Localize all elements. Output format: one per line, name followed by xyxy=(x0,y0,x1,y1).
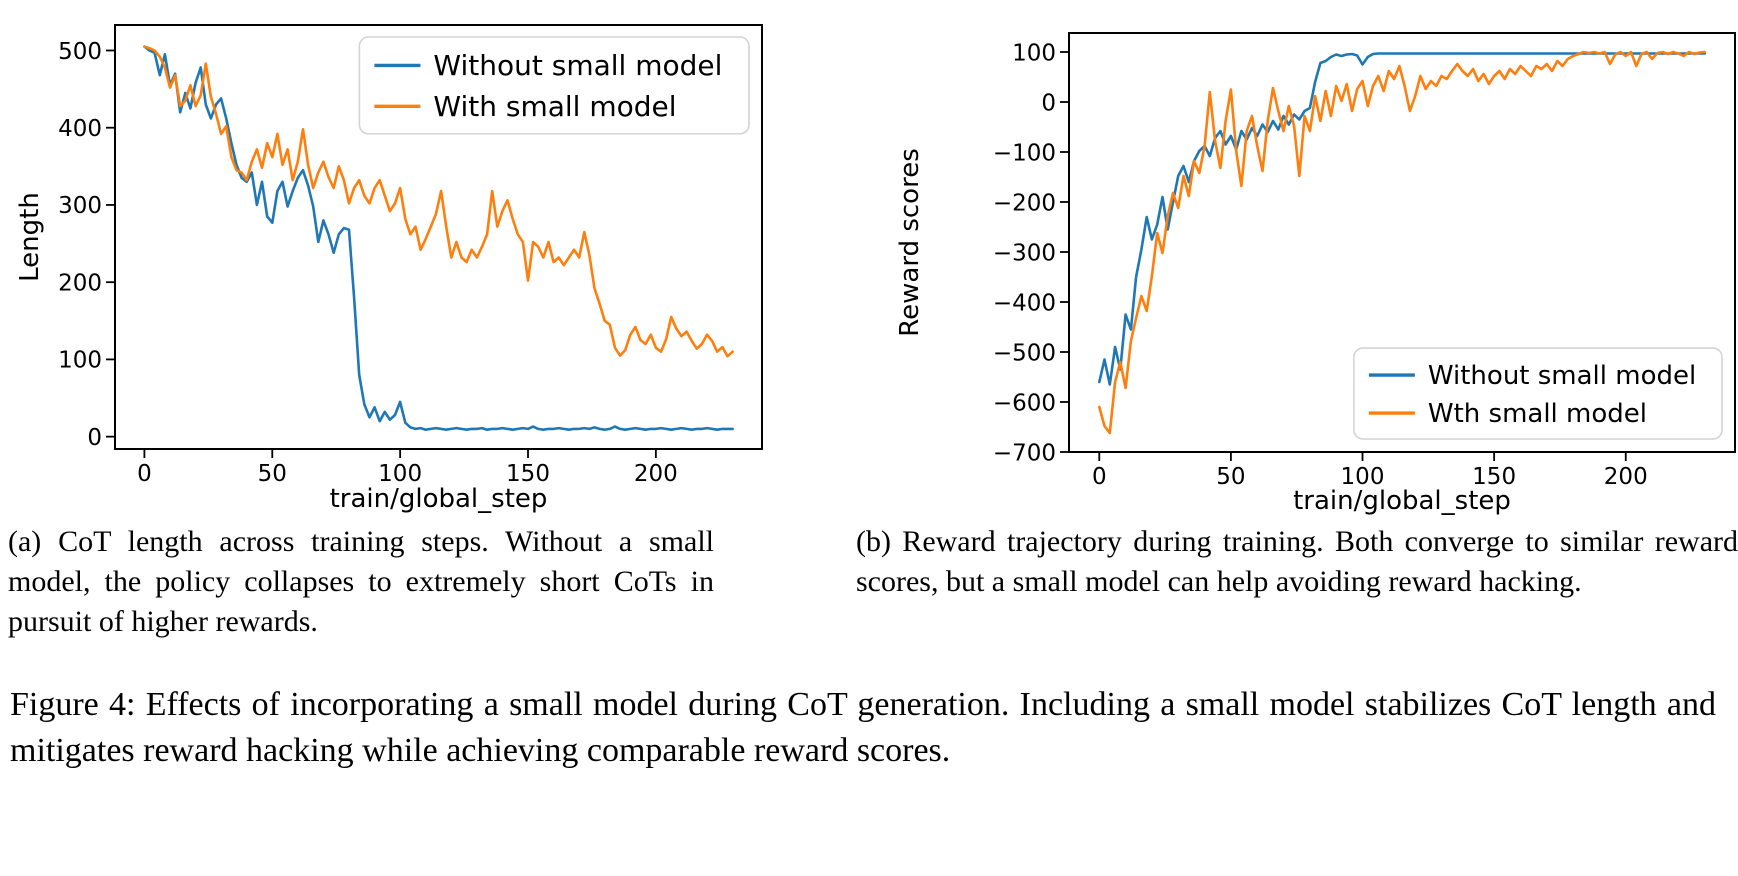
line-without-small-model xyxy=(1098,52,1707,386)
x-axis: 0 50 100 150 200 xyxy=(137,449,678,487)
y-tick-label: −100 xyxy=(993,140,1056,166)
x-tick-label: 100 xyxy=(1341,464,1385,490)
y-tick-label: −500 xyxy=(993,340,1056,366)
plot-border xyxy=(1068,32,1736,453)
chart-a-panel: 0 50 100 150 200 0 100 200 300 400 500 train/global… xyxy=(0,0,800,516)
legend-label: Without small model xyxy=(433,49,722,82)
reward-scores-chart: 0 50 100 150 200 100 0 −100 −200 −300 −400 −500 −600… xyxy=(895,32,1736,516)
legend-box xyxy=(1353,347,1723,440)
x-tick-label: 150 xyxy=(506,461,550,487)
y-axis: 100 0 −100 −200 −300 −400 −500 −600 −700 xyxy=(993,40,1069,466)
y-tick-label: 0 xyxy=(87,425,102,451)
y-tick-label: −300 xyxy=(993,240,1056,266)
chart-b-panel: 0 50 100 150 200 100 0 −100 −200 −300 −400 −500 −600… xyxy=(870,0,1738,516)
figure-caption: Figure 4: Effects of incorporating a sma… xyxy=(10,686,1716,769)
x-tick-label: 50 xyxy=(258,461,287,487)
y-tick-label: −400 xyxy=(993,290,1056,316)
legend-label: Without small model xyxy=(1428,361,1696,391)
x-tick-label: 150 xyxy=(1472,464,1516,490)
legend-box xyxy=(358,36,750,135)
caption-b: (b) Reward trajectory during training. B… xyxy=(856,525,1738,598)
series-group xyxy=(143,45,734,432)
y-tick-label: 400 xyxy=(58,116,102,142)
y-tick-label: −600 xyxy=(993,390,1056,416)
subcaptions-row: (a) CoT length across training steps. Wi… xyxy=(0,522,1738,642)
y-tick-label: 300 xyxy=(58,193,102,219)
y-tick-label: −700 xyxy=(993,440,1056,466)
x-tick-label: 200 xyxy=(634,461,678,487)
legend-label: Wth small model xyxy=(1428,399,1647,429)
x-tick-label: 200 xyxy=(1604,464,1648,490)
caption-a: (a) CoT length across training steps. Wi… xyxy=(8,525,714,638)
cot-length-chart: 0 50 100 150 200 0 100 200 300 400 500 train/global… xyxy=(15,24,763,514)
x-tick-label: 100 xyxy=(378,461,422,487)
legend-label: With small model xyxy=(433,90,676,123)
x-axis: 0 50 100 150 200 xyxy=(1092,452,1648,490)
line-without-small-model xyxy=(143,45,734,432)
legend: Without small model Wth small model xyxy=(1353,347,1723,440)
charts-gap xyxy=(800,0,870,516)
line-wth-small-model xyxy=(1098,50,1707,435)
series-group xyxy=(1098,50,1707,435)
y-tick-label: 200 xyxy=(58,270,102,296)
y-axis-label: Length xyxy=(15,192,45,282)
legend: Without small model With small model xyxy=(358,36,750,135)
x-tick-label: 50 xyxy=(1216,464,1245,490)
plot-border xyxy=(114,24,763,450)
line-with-small-model xyxy=(143,45,734,358)
x-tick-label: 0 xyxy=(137,461,152,487)
y-tick-label: 500 xyxy=(58,39,102,65)
y-tick-label: −200 xyxy=(993,190,1056,216)
y-tick-label: 100 xyxy=(58,348,102,374)
charts-row: 0 50 100 150 200 0 100 200 300 400 500 train/global… xyxy=(0,0,1738,516)
y-axis: 0 100 200 300 400 500 xyxy=(58,39,115,451)
x-axis-label: train/global_step xyxy=(330,484,548,514)
y-axis-label: Reward scores xyxy=(895,148,925,337)
y-tick-label: 0 xyxy=(1041,90,1056,116)
y-tick-label: 100 xyxy=(1012,40,1056,66)
x-tick-label: 0 xyxy=(1092,464,1107,490)
x-axis-label: train/global_step xyxy=(1293,486,1511,516)
